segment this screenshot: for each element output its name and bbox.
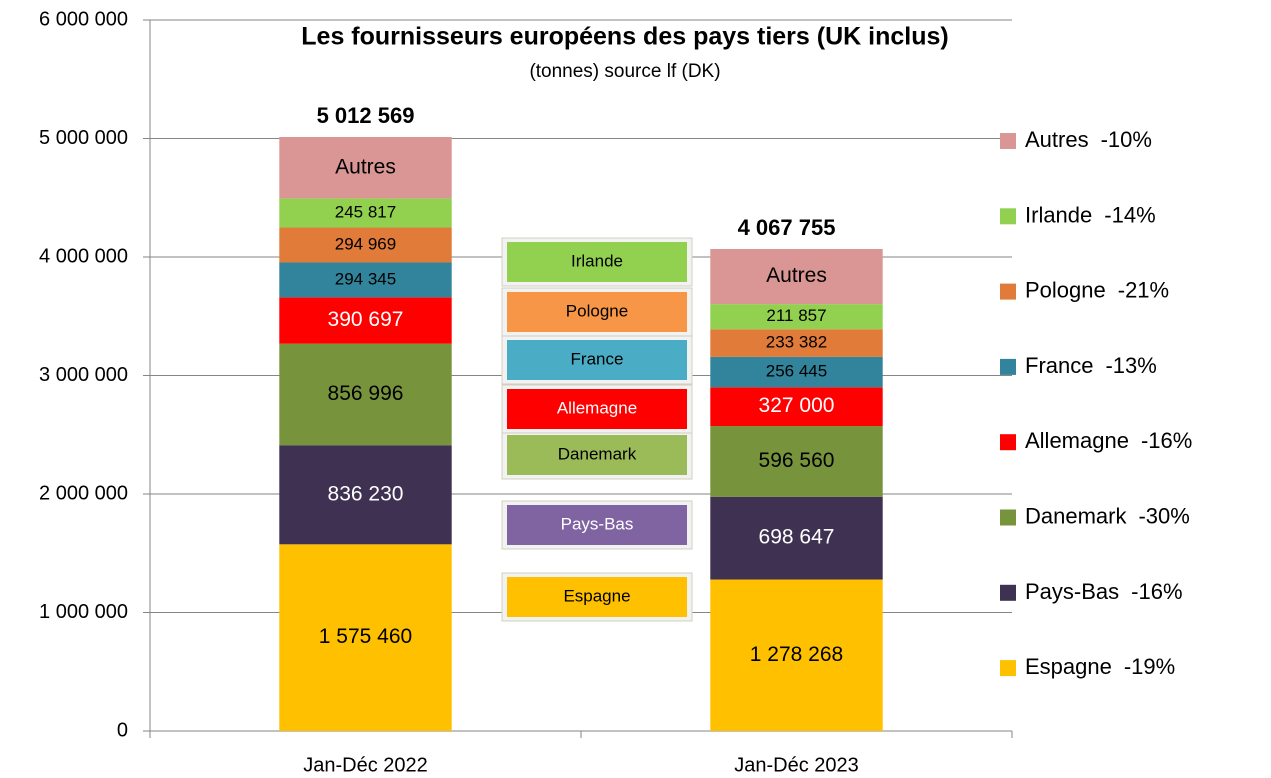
legend-name: Danemark [1025, 503, 1127, 528]
legend-name: Autres [1025, 127, 1089, 152]
data-label: Autres [766, 264, 827, 287]
data-label: 294 345 [335, 269, 396, 288]
x-tick-label: Jan-Déc 2023 [734, 754, 859, 776]
bar-segment [710, 329, 883, 357]
legend-change: -10% [1101, 127, 1152, 152]
legend-swatch [1000, 584, 1016, 601]
legend-name: Espagne [1025, 654, 1112, 679]
y-tick-label: 4 000 000 [39, 245, 128, 267]
total-label: 5 012 569 [317, 103, 415, 128]
y-tick-label: 0 [117, 719, 128, 741]
legend-name: Pays-Bas [1025, 579, 1119, 604]
legend-label: Espagne -19% [1025, 654, 1175, 679]
data-label: 1 278 268 [750, 643, 843, 666]
legend-change: -16% [1141, 428, 1192, 453]
y-tick-label: 1 000 000 [39, 601, 128, 623]
legend-label: Pays-Bas -16% [1025, 579, 1183, 604]
data-label: 390 697 [328, 308, 404, 331]
legend-label: Autres -10% [1025, 127, 1152, 152]
bar-segment [710, 496, 883, 580]
name-box [507, 577, 687, 617]
bar-segment [710, 387, 883, 427]
legend-label: Allemagne -16% [1025, 428, 1192, 453]
data-label: 245 817 [335, 202, 396, 221]
bar-segment [279, 262, 452, 298]
y-tick-label: 3 000 000 [39, 364, 128, 386]
data-label: Autres [335, 155, 396, 178]
bar-segment [710, 579, 883, 731]
name-box-label: Pologne [566, 301, 628, 320]
name-box-label: Allemagne [557, 398, 637, 417]
bar-segment [710, 356, 883, 388]
name-box [507, 389, 687, 429]
legend-label: Irlande -14% [1025, 202, 1156, 227]
data-label: 1 575 460 [319, 625, 412, 648]
data-label: 327 000 [759, 394, 835, 417]
name-box [507, 292, 687, 332]
legend-change: -19% [1124, 654, 1175, 679]
y-tick-label: 2 000 000 [39, 482, 128, 504]
legend-name: Irlande [1025, 202, 1092, 227]
total-label: 4 067 755 [738, 215, 836, 240]
name-box-label: France [571, 349, 624, 368]
legend-swatch [1000, 434, 1016, 451]
legend-swatch [1000, 133, 1016, 149]
name-box-label: Danemark [558, 444, 637, 463]
name-box-label: Irlande [571, 251, 623, 270]
data-label: 698 647 [759, 526, 835, 549]
legend-label: France -13% [1025, 353, 1157, 378]
name-box [507, 505, 687, 545]
bar-segment [279, 544, 452, 731]
chart-title: Les fournisseurs européens des pays tier… [301, 23, 948, 51]
legend-swatch [1000, 509, 1016, 526]
legend-change: -30% [1138, 503, 1189, 528]
legend-change: -14% [1104, 202, 1155, 227]
x-tick-label: Jan-Déc 2022 [303, 754, 428, 776]
bar-segment [710, 426, 883, 497]
legend-change: -21% [1118, 277, 1169, 302]
name-box [507, 242, 687, 282]
bar-segment [279, 297, 452, 344]
bar-segment [710, 248, 883, 305]
legend-swatch [1000, 358, 1016, 375]
legend-name: Allemagne [1025, 428, 1129, 453]
chart-subtitle: (tonnes) source lf (DK) [529, 61, 720, 82]
bar-segment [710, 304, 883, 330]
legend-swatch [1000, 660, 1016, 677]
legend-label: Danemark -30% [1025, 503, 1190, 528]
bar-segment [279, 137, 452, 199]
data-label: 233 382 [766, 333, 827, 352]
data-label: 211 857 [766, 306, 826, 325]
name-box-label: Espagne [563, 586, 630, 605]
y-tick-label: 5 000 000 [39, 127, 128, 149]
legend-swatch [1000, 283, 1016, 300]
bar-segment [279, 343, 452, 446]
legend-swatch [1000, 208, 1016, 225]
legend-label: Pologne -21% [1025, 277, 1169, 302]
data-label: 596 560 [759, 449, 835, 472]
bar-segment [279, 445, 452, 545]
legend-change: -13% [1105, 353, 1156, 378]
legend-change: -16% [1131, 579, 1182, 604]
name-box-label: Pays-Bas [561, 514, 634, 533]
name-box [507, 340, 687, 380]
bar-segment [279, 227, 452, 263]
y-tick-label: 6 000 000 [39, 8, 128, 30]
legend-name: France [1025, 353, 1093, 378]
name-box [507, 435, 687, 475]
data-label: 856 996 [328, 382, 404, 405]
data-label: 256 445 [766, 362, 827, 381]
data-label: 836 230 [328, 482, 404, 505]
data-label: 294 969 [335, 234, 396, 253]
bar-segment [279, 198, 452, 228]
legend-name: Pologne [1025, 277, 1106, 302]
